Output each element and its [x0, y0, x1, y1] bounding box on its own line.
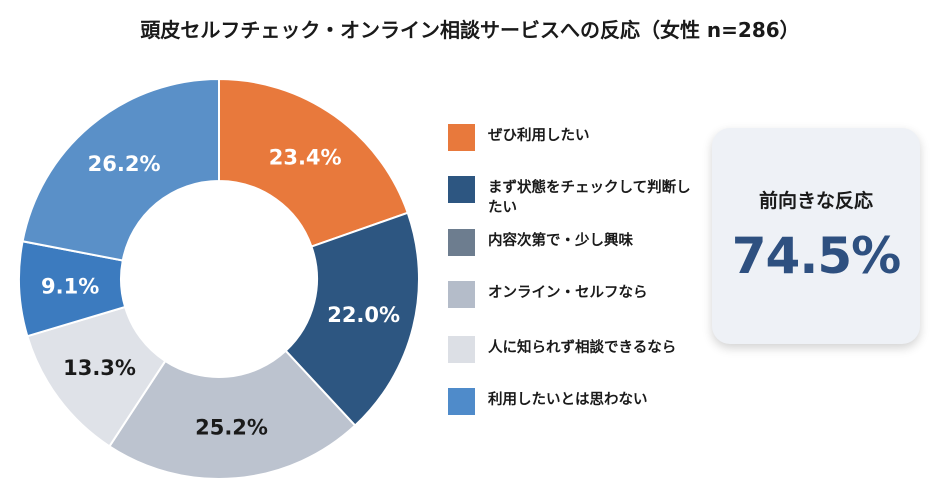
slice-label: 22.0% — [327, 303, 400, 327]
legend-swatch — [448, 229, 475, 256]
chart-title: 頭皮セルフチェック・オンライン相談サービスへの反応（女性 n=286） — [140, 18, 800, 42]
donut-slice — [108, 349, 357, 480]
summary-card: 前向きな反応 74.5% — [712, 128, 920, 344]
donut-slice — [21, 77, 220, 262]
slice-label: 23.4% — [269, 145, 342, 169]
summary-label: 前向きな反応 — [758, 190, 873, 212]
legend-item: オンライン・セルフなら — [448, 281, 693, 308]
slice-label: 26.2% — [88, 152, 161, 176]
legend-label: 内容次第で・少し興味 — [488, 233, 633, 249]
legend-swatch — [448, 281, 475, 308]
legend-item: まず状態をチェックして判断したい — [448, 176, 693, 218]
legend-label: まず状態をチェックして判断したい — [488, 180, 691, 216]
legend-label: 人に知られず相談できるなら — [488, 340, 677, 356]
legend-label: ぜひ利用したい — [488, 128, 590, 144]
donut-slice — [218, 77, 410, 248]
legend-item: ぜひ利用したい — [448, 124, 693, 151]
summary-value: 74.5% — [731, 227, 901, 285]
legend-label: 利用したいとは思わない — [488, 392, 648, 408]
legend-swatch — [448, 336, 475, 363]
legend-swatch — [448, 124, 475, 151]
legend-label: オンライン・セルフなら — [488, 285, 648, 301]
donut-slice — [284, 211, 420, 427]
slice-label: 25.2% — [195, 415, 268, 439]
legend-item: 内容次第で・少し興味 — [448, 229, 693, 256]
legend-swatch — [448, 388, 475, 415]
legend-item: 利用したいとは思わない — [448, 388, 693, 415]
slice-label: 9.1% — [41, 274, 99, 298]
legend-item: 人に知られず相談できるなら — [448, 336, 693, 363]
slice-label: 13.3% — [63, 356, 136, 380]
legend-swatch — [448, 176, 475, 203]
donut-chart: 23.4% 22.0% 25.2% 13.3% 9.1% 26.2% — [18, 77, 420, 480]
